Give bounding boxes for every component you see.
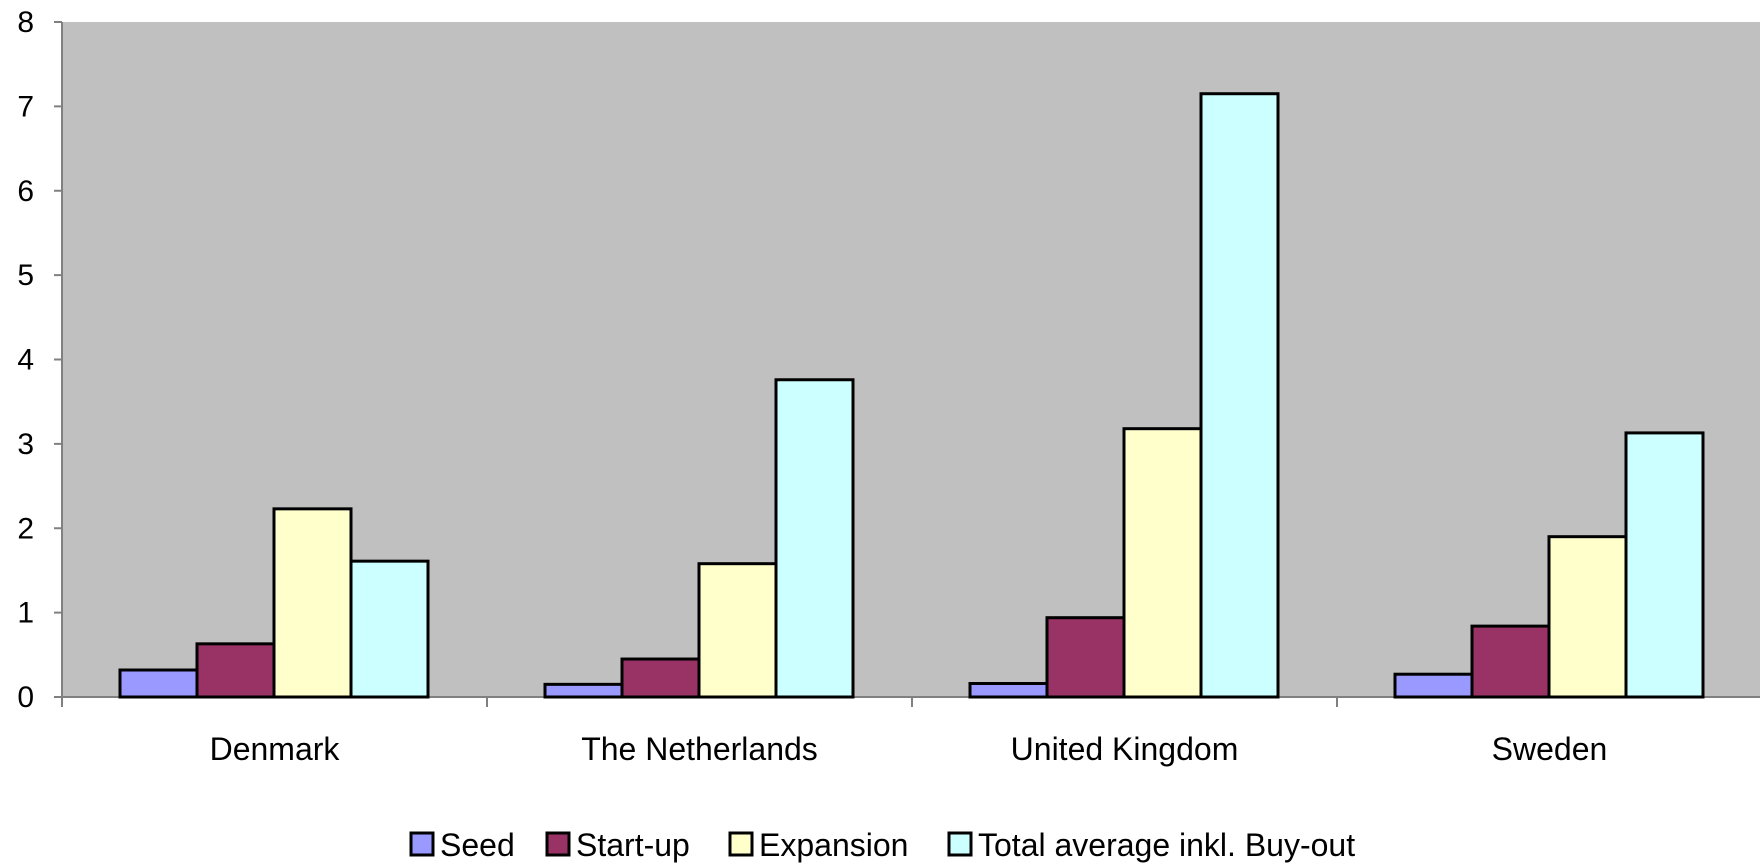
x-tick-label: Denmark: [210, 731, 341, 767]
x-tick-label: Sweden: [1492, 731, 1608, 767]
bar-seed-sweden: [1393, 672, 1474, 699]
bar-total-average-inkl-buy-out-the-netherlands: [774, 378, 855, 699]
legend-swatch: [947, 831, 973, 857]
bar-total-average-inkl-buy-out-denmark: [349, 559, 430, 699]
bar-expansion-united-kingdom: [1122, 427, 1203, 699]
y-tick-label: 7: [17, 90, 34, 123]
legend-swatch: [409, 831, 435, 857]
bar-expansion-denmark: [272, 507, 353, 699]
bar-start-up-sweden: [1470, 624, 1551, 699]
legend-label: Start-up: [576, 827, 690, 863]
y-tick-label: 5: [17, 259, 34, 292]
y-tick-label: 3: [17, 428, 34, 461]
bar-total-average-inkl-buy-out-united-kingdom: [1199, 92, 1280, 699]
bar-seed-denmark: [118, 668, 199, 699]
bar-start-up-denmark: [195, 642, 276, 699]
bar-expansion-sweden: [1547, 535, 1628, 699]
legend: Seed Start-up Expansion Total average inkl.…: [409, 827, 1355, 863]
y-tick-label: 6: [17, 175, 34, 208]
legend-label: Total average inkl. Buy-out: [978, 827, 1355, 863]
x-axis: Denmark The Netherlands United Kingdom Swed…: [61, 696, 1760, 767]
bar-seed-united-kingdom: [968, 682, 1049, 699]
y-tick-label: 8: [17, 6, 34, 39]
bar-total-average-inkl-buy-out-sweden: [1624, 431, 1705, 699]
legend-label: Expansion: [759, 827, 908, 863]
y-tick-label: 4: [17, 344, 34, 377]
bars: [118, 92, 1705, 699]
x-tick-label: The Netherlands: [581, 731, 818, 767]
legend-swatch: [545, 831, 571, 857]
legend-swatch: [728, 831, 754, 857]
y-axis: 0 1 2 3 4 5 6 7 8: [17, 6, 63, 714]
bar-start-up-the-netherlands: [620, 657, 701, 699]
x-tick-label: United Kingdom: [1011, 731, 1239, 767]
legend-label: Seed: [440, 827, 515, 863]
bar-seed-the-netherlands: [543, 682, 624, 699]
y-tick-label: 0: [17, 681, 34, 714]
bar-expansion-the-netherlands: [697, 562, 778, 699]
y-tick-label: 2: [17, 512, 34, 545]
bar-start-up-united-kingdom: [1045, 616, 1126, 699]
y-tick-label: 1: [17, 597, 34, 630]
